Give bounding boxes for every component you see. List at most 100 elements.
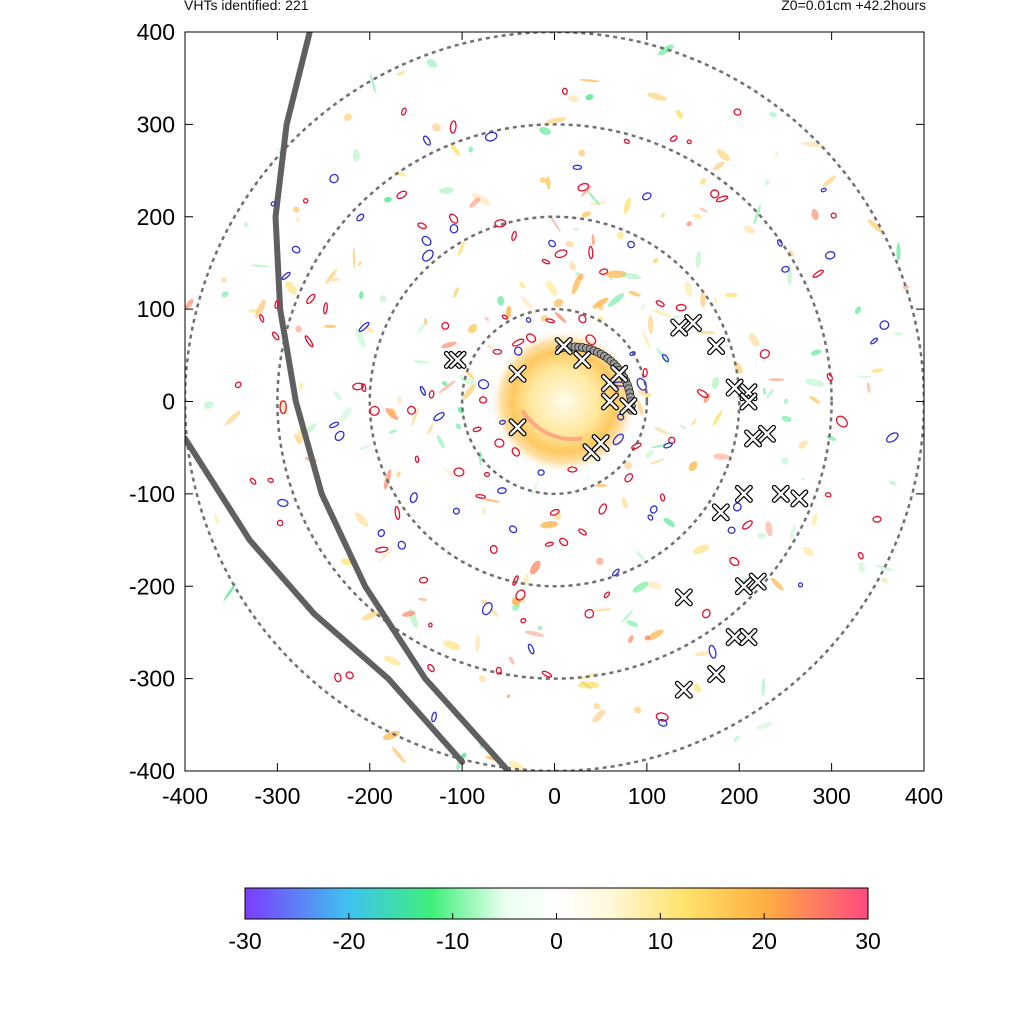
field-anomaly bbox=[357, 261, 362, 266]
contour-loop bbox=[481, 602, 493, 616]
field-anomaly bbox=[469, 197, 481, 208]
field-anomaly bbox=[641, 303, 645, 310]
field-anomaly bbox=[330, 278, 340, 282]
field-anomaly bbox=[545, 280, 558, 297]
field-anomaly bbox=[790, 523, 796, 541]
field-anomaly bbox=[383, 655, 401, 666]
contour-loop bbox=[511, 230, 517, 242]
x-tick-label: 100 bbox=[628, 783, 666, 809]
vht-marker-cross bbox=[509, 365, 526, 382]
contour-loop bbox=[279, 400, 287, 415]
field-anomaly bbox=[888, 480, 897, 486]
vht-marker-cross bbox=[736, 578, 752, 595]
storm-track bbox=[185, 435, 466, 765]
field-anomaly bbox=[713, 453, 730, 460]
vht-marker bbox=[739, 392, 758, 411]
field-anomaly bbox=[359, 444, 372, 450]
field-anomaly bbox=[379, 295, 387, 303]
vht-marker bbox=[707, 665, 726, 684]
contour-loop bbox=[623, 138, 631, 145]
vht-marker bbox=[725, 628, 744, 647]
vht-marker-cross bbox=[726, 629, 743, 645]
vht-count-label: VHTs identified: 221 bbox=[184, 0, 309, 13]
contour-loop bbox=[857, 551, 864, 560]
field-anomaly bbox=[679, 424, 686, 430]
contour-loop bbox=[554, 249, 568, 259]
field-anomaly bbox=[354, 512, 369, 527]
field-anomaly bbox=[452, 287, 459, 298]
field-anomaly bbox=[592, 709, 606, 723]
contour-loop bbox=[406, 405, 417, 415]
contour-loop bbox=[636, 377, 647, 391]
y-tick-label: 200 bbox=[137, 204, 175, 230]
field-anomaly bbox=[487, 345, 492, 348]
colorbar: -30 -20 -10 0 10 20 30 bbox=[228, 887, 881, 954]
contour-loop bbox=[879, 320, 890, 330]
field-anomaly bbox=[323, 324, 337, 329]
field-anomaly bbox=[748, 332, 760, 347]
field-anomaly bbox=[636, 400, 644, 416]
contour-loop bbox=[655, 300, 665, 308]
range-ring bbox=[276, 123, 833, 680]
field-anomaly bbox=[507, 694, 510, 699]
field-anomaly bbox=[436, 434, 445, 449]
vht-marker bbox=[757, 424, 776, 443]
contour-loop bbox=[449, 120, 457, 134]
contour-loop bbox=[824, 492, 832, 498]
range-rings bbox=[185, 32, 924, 771]
field-anomaly bbox=[255, 299, 266, 319]
contour-loop bbox=[512, 575, 519, 586]
field-anomaly bbox=[549, 214, 561, 233]
contour-loop bbox=[577, 182, 590, 192]
contour-loop bbox=[422, 135, 431, 146]
contour-loop bbox=[663, 442, 673, 449]
field-anomaly bbox=[554, 312, 567, 323]
field-anomaly bbox=[645, 449, 654, 459]
field-anomaly bbox=[540, 521, 558, 529]
field-anomaly bbox=[637, 389, 652, 398]
field-anomaly bbox=[581, 211, 592, 218]
vht-marker-cross bbox=[611, 365, 627, 382]
field-anomaly bbox=[539, 177, 547, 183]
field-anomaly bbox=[700, 178, 707, 185]
contour-loop bbox=[588, 245, 594, 260]
x-tick-label: -300 bbox=[254, 783, 300, 809]
field-anomaly bbox=[251, 264, 270, 268]
field-anomaly bbox=[634, 706, 642, 714]
contour-loop bbox=[584, 608, 595, 619]
contour-loop bbox=[686, 139, 692, 145]
field-anomaly bbox=[693, 683, 702, 693]
contour-loop bbox=[649, 505, 658, 514]
field-anomaly bbox=[468, 146, 474, 153]
vht-marker bbox=[443, 350, 462, 369]
contour-loop bbox=[345, 671, 354, 680]
field-anomaly bbox=[439, 187, 454, 194]
colorbar-tick-label: 0 bbox=[550, 928, 563, 954]
field-anomaly bbox=[658, 44, 674, 56]
field-anomaly bbox=[628, 635, 634, 644]
vht-marker bbox=[734, 577, 753, 596]
contour-loop bbox=[598, 503, 608, 515]
contour-loop bbox=[824, 251, 836, 260]
field-anomaly bbox=[605, 270, 627, 279]
field-anomaly bbox=[483, 498, 501, 503]
colorbar-tick-label: 30 bbox=[855, 928, 881, 954]
field-anomaly bbox=[203, 401, 214, 410]
field-anomaly bbox=[711, 376, 720, 390]
x-tick-label: 300 bbox=[812, 783, 850, 809]
field-anomaly bbox=[774, 152, 778, 157]
field-anomaly bbox=[621, 610, 633, 623]
vht-marker bbox=[744, 429, 763, 448]
vht-marker-cross bbox=[791, 490, 808, 507]
storm-track bbox=[272, 32, 512, 771]
field-anomaly bbox=[858, 562, 866, 573]
vht-marker bbox=[674, 680, 693, 699]
vht-marker-cross bbox=[708, 338, 724, 354]
contour-loop bbox=[274, 299, 280, 309]
vht-marker-cross bbox=[620, 398, 637, 414]
vht-marker-cross bbox=[749, 573, 766, 590]
field-anomaly bbox=[663, 517, 675, 527]
vht-marker bbox=[748, 572, 767, 591]
axes: -400 -300 -200 -100 0 100 200 300 400 -400 -300 -20… bbox=[129, 19, 943, 809]
contour-loop bbox=[830, 212, 837, 219]
